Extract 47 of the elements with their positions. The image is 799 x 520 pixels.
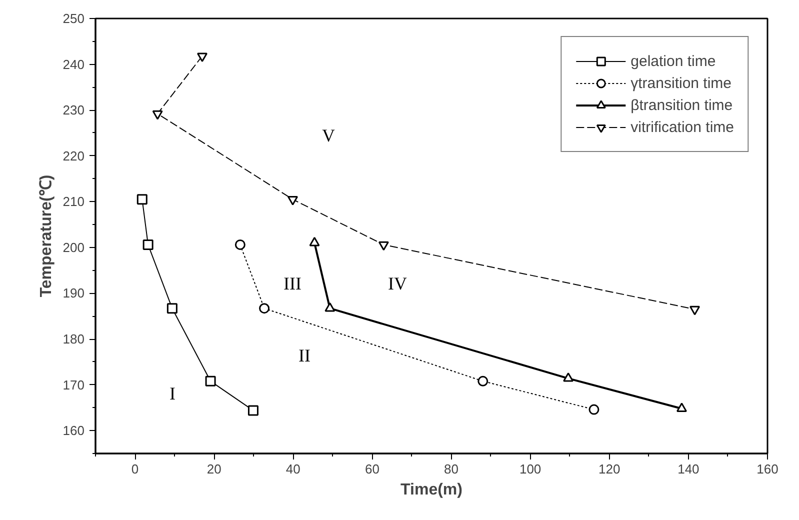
point: [142, 239, 154, 250]
point: [259, 303, 270, 314]
legend-label: vitrification time: [630, 118, 734, 136]
annotation: III: [284, 274, 302, 294]
point: [288, 196, 298, 206]
point: [234, 239, 246, 250]
x-tick-label: 20: [206, 462, 222, 476]
point: [248, 405, 258, 416]
y-tick-label: 160: [62, 423, 85, 438]
y-tick-label: 230: [62, 102, 85, 118]
annotation: V: [322, 126, 335, 146]
y-tick-label: 170: [62, 377, 85, 392]
legend-label: γtransition time: [630, 74, 732, 92]
y-tick-label: 220: [62, 148, 85, 164]
point: [205, 376, 216, 386]
point: [563, 372, 574, 382]
point: [378, 241, 389, 251]
x-tick-label: 60: [364, 462, 380, 476]
point: [478, 376, 488, 386]
legend-label: gelation time: [630, 52, 716, 70]
x-tick-label: 120: [598, 462, 620, 476]
annotation: II: [298, 346, 311, 366]
x-tick-label: 140: [678, 462, 700, 476]
legend-label: βtransition time: [630, 96, 733, 114]
y-axis-title: Temperature(℃): [38, 174, 55, 298]
point: [588, 404, 600, 415]
point: [136, 194, 148, 205]
annotation: I: [170, 384, 176, 404]
point: [690, 306, 700, 316]
y-tick-label: 250: [62, 11, 85, 26]
y-tick-label: 180: [62, 332, 85, 347]
x-axis-title: Time(m): [400, 482, 462, 498]
y-tick-label: 190: [62, 286, 85, 301]
point: [196, 52, 208, 62]
x-tick-label: 100: [519, 462, 542, 476]
x-tick-label: 80: [444, 462, 459, 476]
point: [324, 302, 336, 312]
point: [152, 110, 163, 120]
x-tick-label: 40: [286, 462, 300, 476]
y-tick-label: 240: [62, 56, 85, 72]
y-tick-label: 200: [62, 240, 85, 255]
point: [676, 402, 687, 412]
point: [166, 303, 178, 314]
y-tick-label: 210: [62, 194, 85, 210]
annotation: IV: [388, 274, 408, 294]
x-tick-label: 160: [756, 462, 778, 476]
x-tick-label: 0: [131, 462, 139, 476]
